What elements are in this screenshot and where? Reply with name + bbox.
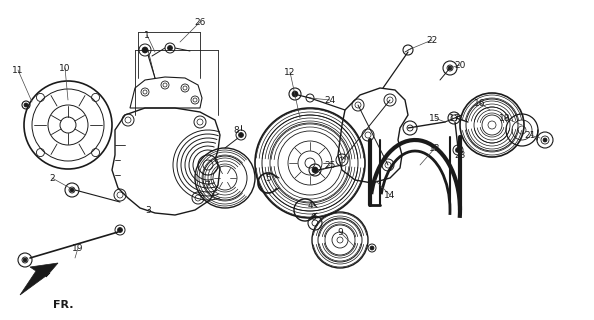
Circle shape: [24, 103, 28, 107]
Text: 25: 25: [324, 161, 336, 170]
Text: 3: 3: [145, 205, 151, 214]
Circle shape: [292, 91, 298, 97]
Text: 1: 1: [144, 30, 150, 39]
Text: 4: 4: [307, 201, 313, 210]
Circle shape: [456, 148, 460, 153]
Text: 13: 13: [429, 143, 441, 153]
Text: 24: 24: [324, 95, 336, 105]
Text: 18: 18: [499, 114, 511, 123]
Text: 26: 26: [194, 18, 206, 27]
Text: 15: 15: [429, 114, 441, 123]
Circle shape: [543, 138, 547, 142]
Text: 16: 16: [474, 99, 486, 108]
Circle shape: [168, 45, 172, 51]
Text: 5: 5: [265, 173, 271, 182]
Circle shape: [70, 188, 74, 192]
Text: 23: 23: [454, 150, 466, 159]
Text: 10: 10: [59, 63, 71, 73]
Circle shape: [142, 47, 148, 53]
Circle shape: [312, 167, 318, 173]
Text: 17: 17: [449, 114, 461, 123]
Text: 9: 9: [337, 228, 343, 236]
Text: 6: 6: [310, 212, 316, 221]
Text: 8: 8: [233, 125, 239, 134]
Text: 19: 19: [72, 244, 84, 252]
Polygon shape: [20, 263, 58, 295]
Text: FR.: FR.: [53, 300, 74, 310]
Circle shape: [118, 228, 122, 233]
Text: 12: 12: [285, 68, 296, 76]
Text: 21: 21: [525, 131, 536, 140]
Circle shape: [448, 66, 452, 70]
Text: 22: 22: [426, 36, 438, 44]
Circle shape: [23, 258, 27, 262]
Text: 7: 7: [204, 180, 210, 189]
Text: 14: 14: [384, 190, 396, 199]
Circle shape: [239, 132, 244, 138]
Text: 20: 20: [454, 60, 466, 69]
Text: 11: 11: [12, 66, 24, 75]
Text: 2: 2: [49, 173, 55, 182]
Circle shape: [370, 246, 374, 250]
